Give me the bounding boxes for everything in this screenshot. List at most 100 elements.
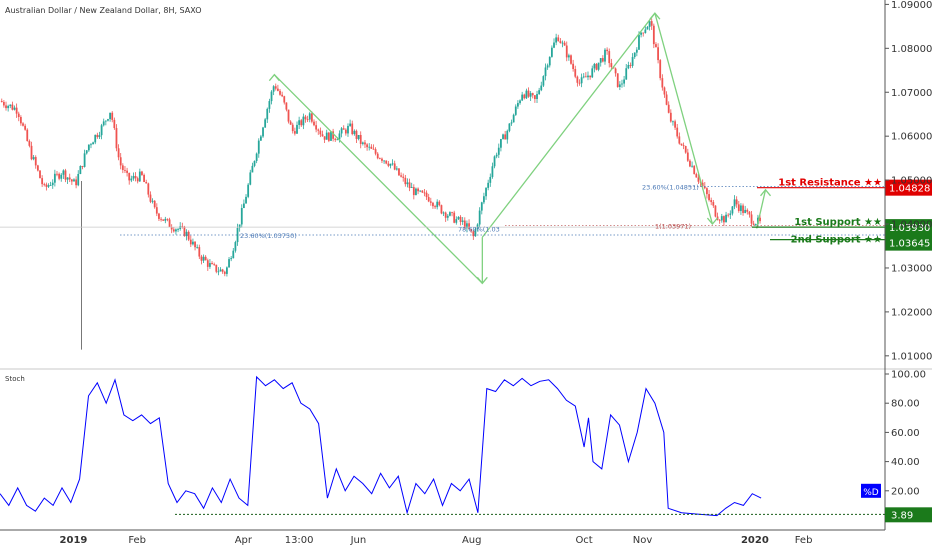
- candle-body: [13, 107, 16, 110]
- candle-body: [58, 173, 61, 179]
- candle-body: [508, 123, 511, 131]
- candle-body: [56, 173, 58, 175]
- candle-body: [723, 216, 725, 223]
- price-tick-label: 1.04000: [891, 220, 932, 231]
- candle-body: [440, 205, 443, 214]
- candle-body: [635, 49, 638, 53]
- candle-body: [211, 263, 213, 265]
- candle-body: [26, 129, 29, 141]
- candle-body: [68, 177, 71, 180]
- candle-body: [243, 203, 245, 209]
- candle-body: [565, 45, 568, 58]
- trend-line: [654, 13, 714, 225]
- candle-body: [672, 121, 674, 123]
- candle-body: [136, 178, 139, 182]
- x-tick-label: 2020: [741, 535, 769, 546]
- candle-body: [680, 143, 683, 146]
- candle-body: [296, 124, 298, 134]
- candle-body: [506, 130, 509, 140]
- candle-body: [179, 226, 182, 230]
- candle-body: [30, 145, 33, 160]
- candle-body: [663, 87, 666, 95]
- price-axis: 1.09000 1.08000 1.07000 1.06000 1.05000 1.040…: [885, 0, 932, 362]
- candle-body: [383, 160, 385, 162]
- candle-body: [650, 21, 653, 26]
- candle-body: [236, 228, 239, 243]
- candle-body: [727, 214, 730, 216]
- candle-body: [357, 134, 360, 139]
- candle-body: [298, 120, 301, 125]
- candle-body: [330, 131, 332, 141]
- candle-body: [582, 76, 585, 78]
- candle-body: [113, 119, 116, 129]
- candle-body: [181, 226, 184, 228]
- stoch-tick-label: 80.00: [891, 399, 920, 410]
- candle-body: [542, 76, 545, 86]
- candle-body: [66, 177, 69, 180]
- candle-body: [752, 223, 755, 225]
- candle-body: [334, 138, 337, 140]
- candle-body: [172, 229, 175, 232]
- candle-body: [521, 94, 524, 101]
- price-tick-label: 1.01000: [891, 351, 932, 362]
- support2-price-tag: [885, 234, 932, 251]
- support1-price-tag: [885, 219, 932, 236]
- candle-body: [415, 188, 417, 196]
- candle-body: [170, 227, 173, 230]
- candle-body: [644, 29, 647, 33]
- candle-body: [463, 220, 466, 229]
- trend-line: [481, 12, 656, 238]
- support2-label: 2nd Support ★★: [791, 235, 882, 246]
- candle-body: [5, 105, 7, 109]
- candle-body: [90, 144, 92, 146]
- candle-body: [60, 174, 63, 179]
- candle-body: [366, 144, 368, 148]
- candle-body: [497, 147, 500, 155]
- candle-body: [368, 146, 371, 148]
- candle-body: [81, 166, 84, 167]
- candle-body: [62, 170, 65, 175]
- x-tick-label: 2019: [60, 535, 88, 546]
- x-tick-label: Oct: [575, 535, 592, 546]
- stoch-pane: Stoch: [0, 375, 762, 517]
- candle-body: [162, 219, 165, 221]
- candle-body: [614, 68, 617, 74]
- candle-body: [740, 205, 742, 211]
- candle-body: [446, 215, 449, 218]
- candle-body: [381, 158, 383, 161]
- candle-body: [631, 57, 634, 66]
- candle-body: [531, 93, 534, 96]
- candle-body: [49, 185, 52, 186]
- candle-body: [158, 213, 160, 219]
- candle-body: [43, 184, 46, 185]
- candle-body: [143, 174, 145, 183]
- candle-body: [319, 130, 322, 135]
- candle-body: [502, 134, 504, 140]
- candle-body: [714, 205, 717, 217]
- candle-body: [669, 112, 672, 122]
- candle-body: [593, 63, 596, 69]
- candle-body: [389, 163, 392, 166]
- candle-body: [145, 182, 148, 184]
- candle-body: [94, 134, 97, 143]
- chart-title: Australian Dollar / New Zealand Dollar, …: [5, 6, 202, 15]
- candle-body: [168, 219, 171, 228]
- candle-body: [648, 21, 651, 27]
- candle-body: [325, 132, 328, 140]
- candle-body: [459, 216, 462, 222]
- candle-body: [453, 212, 456, 223]
- candle-body: [591, 68, 594, 78]
- candle-body: [289, 121, 292, 125]
- candle-body: [395, 168, 398, 170]
- candle-body: [132, 175, 135, 179]
- candle-body: [608, 51, 611, 64]
- candle-body: [451, 212, 453, 213]
- candle-body: [495, 154, 498, 157]
- candle-body: [364, 142, 366, 145]
- candle-body: [304, 116, 307, 120]
- candle-body: [684, 146, 687, 153]
- candle-body: [691, 165, 693, 167]
- candle-body: [633, 52, 636, 58]
- candle-body: [576, 76, 579, 83]
- candle-body: [514, 106, 517, 115]
